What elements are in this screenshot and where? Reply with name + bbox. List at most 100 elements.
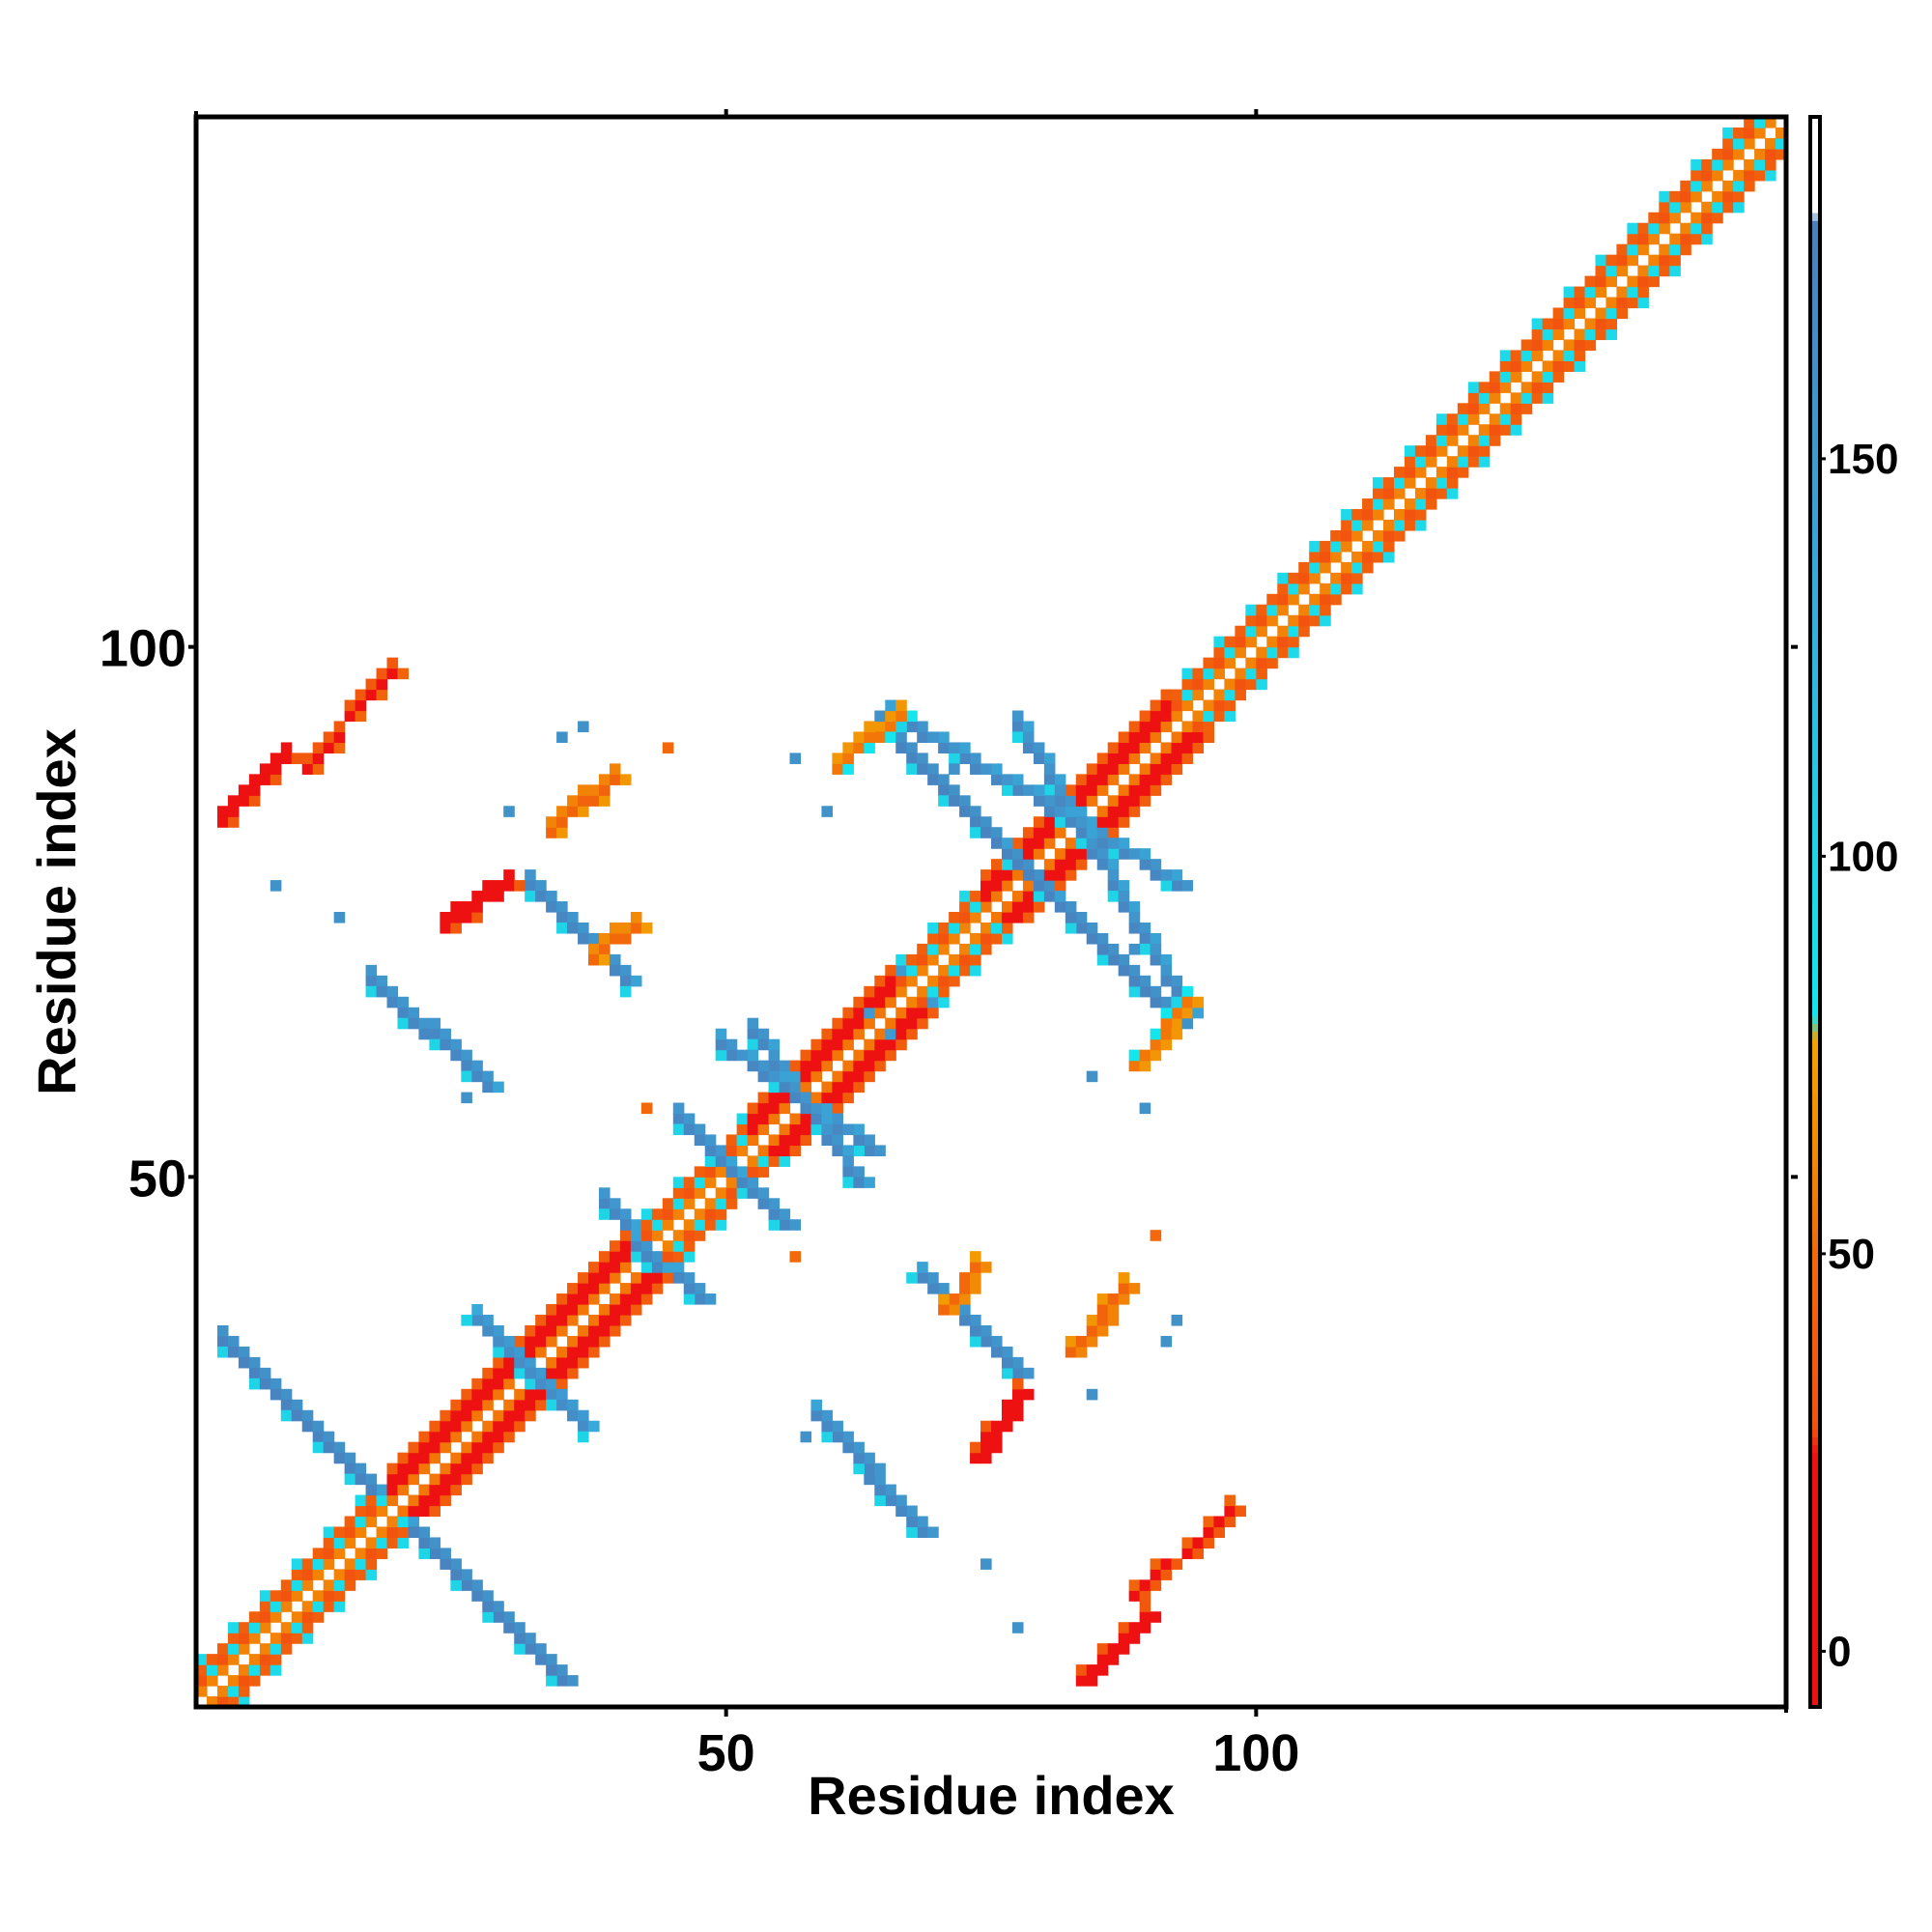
heatmap-cell — [980, 869, 992, 881]
heatmap-cell — [535, 880, 547, 892]
heatmap-cell — [970, 912, 981, 923]
colorbar-segment — [1810, 967, 1820, 977]
heatmap-cell — [789, 1092, 802, 1104]
heatmap-cell — [1499, 360, 1512, 372]
heatmap-cell — [344, 1537, 356, 1548]
heatmap-cell — [1288, 582, 1299, 595]
heatmap-cell — [619, 1251, 632, 1263]
heatmap-cell — [640, 922, 653, 934]
heatmap-cell — [546, 1675, 557, 1687]
heatmap-cell — [1393, 467, 1406, 478]
heatmap-cell — [1192, 721, 1205, 733]
colorbar-segment — [1810, 172, 1820, 182]
heatmap-cell — [482, 1314, 494, 1326]
heatmap-cell — [1128, 742, 1141, 753]
heatmap-cell — [938, 742, 950, 753]
heatmap-cell — [461, 1060, 472, 1072]
heatmap-cell — [1065, 806, 1077, 817]
heatmap-cell — [874, 1145, 886, 1156]
heatmap-cell — [1181, 753, 1194, 764]
heatmap-cell — [789, 1081, 802, 1094]
heatmap-cell — [938, 784, 950, 796]
heatmap-cell — [1043, 784, 1056, 796]
heatmap-cell — [1457, 456, 1469, 468]
heatmap-cell — [1075, 1664, 1088, 1676]
colorbar-segment — [1810, 816, 1820, 826]
heatmap-cell — [1139, 985, 1151, 998]
heatmap-cell — [715, 1187, 727, 1199]
heatmap-cell — [1733, 169, 1745, 182]
heatmap-cell — [482, 880, 494, 892]
heatmap-cell — [938, 943, 950, 955]
heatmap-cell — [365, 689, 378, 701]
heatmap-cell — [683, 1198, 696, 1209]
heatmap-cell — [704, 1166, 717, 1178]
heatmap-cell — [1128, 1590, 1141, 1602]
heatmap-cell — [397, 1537, 410, 1548]
heatmap-cell — [429, 1017, 440, 1030]
heatmap-cell — [789, 1251, 802, 1263]
heatmap-cell — [514, 1420, 526, 1433]
heatmap-cell — [1139, 848, 1151, 860]
heatmap-cell — [429, 1484, 440, 1496]
heatmap-cell — [1022, 827, 1035, 838]
heatmap-cell — [906, 763, 918, 775]
heatmap-cell — [514, 1633, 526, 1644]
heatmap-cell — [885, 721, 896, 733]
heatmap-cell — [1011, 1356, 1024, 1369]
heatmap-cell — [927, 1526, 939, 1539]
heatmap-cell — [1467, 435, 1480, 446]
heatmap-cell — [1584, 297, 1597, 309]
heatmap-cell — [1043, 838, 1056, 849]
heatmap-cell — [640, 1251, 653, 1263]
heatmap-cell — [1266, 614, 1278, 627]
heatmap-cell — [864, 1038, 875, 1051]
heatmap-cell — [1669, 243, 1681, 256]
heatmap-cell — [938, 1293, 950, 1305]
heatmap-cell — [832, 1017, 843, 1030]
heatmap-cell — [556, 731, 568, 744]
heatmap-cell — [1733, 148, 1745, 160]
heatmap-cell — [1404, 477, 1416, 489]
heatmap-cell — [248, 1378, 261, 1390]
heatmap-cell — [216, 1686, 229, 1697]
heatmap-cell — [1033, 742, 1045, 753]
heatmap-cell — [715, 1198, 727, 1209]
heatmap-cell — [1298, 625, 1310, 638]
heatmap-cell — [482, 1611, 494, 1623]
heatmap-cell — [1054, 880, 1066, 892]
heatmap-cell — [1011, 838, 1024, 849]
heatmap-cell — [440, 1473, 451, 1486]
heatmap-cell — [429, 1537, 440, 1548]
heatmap-cell — [1320, 593, 1331, 606]
heatmap-cell — [980, 891, 992, 902]
heatmap-cell — [1627, 233, 1638, 245]
heatmap-cell — [1107, 859, 1120, 870]
heatmap-cell — [556, 922, 568, 934]
heatmap-cell — [1499, 350, 1512, 361]
heatmap-cell — [619, 1208, 632, 1220]
heatmap-cell — [1043, 806, 1056, 817]
heatmap-cell — [514, 1367, 526, 1379]
heatmap-cell — [810, 1060, 823, 1072]
heatmap-cell — [725, 1134, 738, 1147]
heatmap-cell — [1404, 498, 1416, 510]
colorbar-segment — [1810, 1317, 1820, 1326]
heatmap-cell — [598, 1335, 611, 1348]
heatmap-cell — [1478, 435, 1491, 446]
heatmap-cell — [333, 721, 346, 733]
heatmap-cell — [927, 1272, 939, 1284]
heatmap-cell — [619, 985, 632, 998]
heatmap-cell — [238, 1675, 250, 1687]
heatmap-cell — [270, 1388, 282, 1401]
heatmap-cell — [980, 1558, 992, 1570]
heatmap-cell — [1181, 996, 1194, 1009]
heatmap-cell — [938, 774, 950, 785]
heatmap-cell — [365, 678, 378, 691]
heatmap-cell — [630, 1272, 642, 1284]
heatmap-cell — [1605, 318, 1618, 330]
heatmap-cell — [1171, 985, 1183, 998]
heatmap-cell — [779, 1145, 791, 1156]
heatmap-cell — [864, 1177, 875, 1188]
heatmap-cell — [196, 1686, 208, 1697]
